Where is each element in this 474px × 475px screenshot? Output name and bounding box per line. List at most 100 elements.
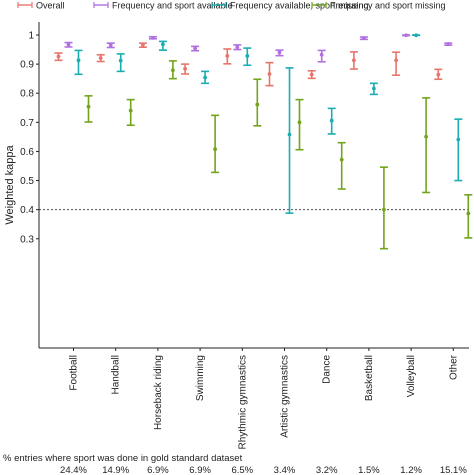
y-axis: 0.3 0.4 0.5 0.6 0.7 0.8 0.9 1 (20, 22, 40, 348)
y-tick-label: 0.5 (20, 176, 34, 187)
category-label-rhythmic-gymnastics: Rhythmic gymnastics (237, 355, 248, 449)
errorbar-dance (327, 107, 336, 135)
y-tick-label: 0.6 (20, 147, 34, 158)
footer-title: % entries where sport was done in gold s… (3, 453, 243, 464)
point-estimate (151, 36, 155, 40)
footer-percentage: 1.5% (358, 465, 380, 475)
errorbar-football (54, 52, 63, 62)
errorbar-basketball (359, 36, 368, 41)
point-estimate (245, 54, 250, 58)
point-estimate (203, 75, 208, 80)
category-label-basketball: Basketball (364, 355, 375, 401)
point-estimate (267, 72, 272, 76)
errorbar-rhythmic-gymnastics (253, 78, 262, 127)
errorbar-dance (317, 49, 326, 63)
x-axis (39, 347, 469, 351)
point-estimate (213, 147, 218, 152)
point-estimate (108, 43, 113, 48)
point-estimate (255, 102, 260, 107)
errorbar-basketball (379, 166, 388, 250)
legend-label: Frequency and sport available (112, 1, 233, 11)
footer-percentage: 6.9% (147, 465, 169, 475)
errorbar-rhythmic-gymnastics (223, 48, 232, 65)
point-estimate (414, 33, 418, 38)
category-label-other: Other (448, 354, 459, 380)
legend-item-frequency-available-sport-missing: Frequency available, sport missing (211, 1, 369, 11)
errorbar-basketball (369, 82, 378, 96)
data-marks (54, 33, 473, 250)
errorbar-artistic-gymnastics (295, 98, 304, 151)
point-estimate (86, 104, 91, 109)
footer-percentage: 6.9% (189, 465, 211, 475)
footer-percentage: 3.2% (316, 465, 338, 475)
legend-label: Frequency available, sport missing (230, 1, 369, 11)
errorbar-swimming (211, 114, 220, 174)
series-frequency-and-sport-available (64, 33, 453, 63)
point-estimate (352, 58, 356, 63)
errorbar-horseback-riding (168, 60, 177, 80)
y-tick-label: 0.4 (20, 205, 34, 216)
errorbar-handball (116, 53, 125, 73)
point-estimate (225, 54, 230, 58)
point-estimate (193, 46, 198, 51)
errorbar-artistic-gymnastics (265, 61, 274, 87)
point-estimate (161, 42, 165, 47)
legend: Overall Frequency and sport availableFreq… (17, 1, 446, 11)
category-label-artistic-gymnastics: Artistic gymnastics (280, 355, 291, 438)
plot-panel (39, 22, 469, 348)
point-estimate (446, 42, 451, 46)
point-estimate (56, 54, 61, 59)
point-estimate (456, 137, 461, 142)
legend-item-frequency-and-sport-missing: Frequency and sport missing (311, 1, 446, 11)
legend-label: Frequency and sport missing (330, 1, 446, 11)
errorbar-horseback-riding (138, 42, 147, 49)
point-estimate (141, 42, 145, 47)
errorbar-other (454, 118, 463, 182)
errorbar-swimming (201, 70, 210, 85)
errorbar-dance (307, 70, 316, 80)
point-estimate (66, 42, 71, 47)
point-estimate (287, 132, 292, 137)
point-estimate (319, 52, 324, 57)
y-tick-label: 0.7 (20, 118, 34, 129)
category-label-horseback-riding: Horseback riding (153, 355, 164, 430)
y-tick-label: 1 (28, 31, 34, 42)
legend-item-overall: Overall (17, 1, 65, 11)
errorbar-handball (106, 42, 115, 49)
point-estimate (466, 211, 471, 216)
y-tick-label: 0.3 (20, 234, 34, 245)
point-estimate (183, 66, 188, 71)
category-label-handball: Handball (111, 355, 122, 394)
point-estimate (128, 108, 133, 113)
errorbar-horseback-riding (158, 40, 167, 51)
footer-percentage: 15.1% (440, 465, 467, 475)
series-frequency-available-sport-missing (74, 33, 463, 214)
y-tick-label: 0.9 (20, 60, 34, 71)
series-frequency-and-sport-missing (84, 60, 473, 250)
errorbar-other (434, 68, 443, 81)
category-label-volleyball: Volleyball (406, 355, 417, 397)
category-label-swimming: Swimming (195, 355, 206, 401)
errorbar-handball (96, 53, 105, 63)
errorbar-artistic-gymnastics (285, 67, 294, 214)
point-estimate (309, 72, 314, 77)
point-estimate (277, 50, 282, 55)
point-estimate (98, 56, 103, 60)
errorbar-swimming (181, 63, 190, 75)
errorbar-volleyball (392, 51, 401, 76)
point-estimate (394, 58, 398, 63)
category-label-dance: Dance (322, 355, 333, 384)
errorbar-other (464, 194, 473, 239)
point-estimate (424, 134, 428, 139)
point-estimate (404, 33, 408, 38)
errorbar-dance (337, 141, 346, 190)
footer-percentage: 1.2% (400, 465, 422, 475)
errorbar-other (444, 42, 453, 46)
errorbar-basketball (349, 51, 358, 70)
category-labels: Football Handball Horseback riding Swimming… (69, 354, 460, 449)
errorbar-artistic-gymnastics (275, 49, 284, 57)
errorbar-volleyball (402, 33, 411, 38)
category-label-football: Football (69, 355, 80, 391)
point-estimate (76, 58, 81, 63)
